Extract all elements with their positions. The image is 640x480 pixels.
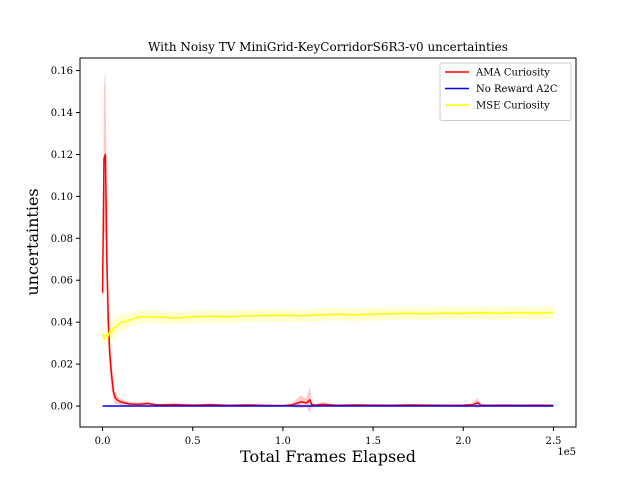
y-axis-ticks: 0.00 0.02 0.04 0.06 0.08 0.10 0.12 0.14 0.16 <box>51 66 80 413</box>
x-tick-label: 1.5 <box>365 436 381 447</box>
x-axis-label: Total Frames Elapsed <box>240 447 416 466</box>
x-tick-label: 2.0 <box>455 436 471 447</box>
y-tick-label: 0.06 <box>51 276 73 287</box>
y-tick-label: 0.02 <box>51 360 73 371</box>
y-tick-label: 0.12 <box>51 150 73 161</box>
y-tick-label: 0.10 <box>51 192 73 203</box>
y-axis-label: uncertainties <box>23 188 42 295</box>
ama-curiosity-line <box>101 153 554 407</box>
chart-title: With Noisy TV MiniGrid-KeyCorridorS6R3-v… <box>148 40 508 54</box>
x-tick-label: 0.0 <box>95 436 111 447</box>
legend-label-no-reward-a2c: No Reward A2C <box>476 84 558 95</box>
x-axis-offset-label: 1e5 <box>557 447 576 458</box>
mse-curiosity-line <box>101 311 554 340</box>
legend-label-mse-curiosity: MSE Curiosity <box>476 101 550 112</box>
legend-box <box>439 62 572 121</box>
ama-curiosity-band <box>102 70 554 413</box>
x-axis-ticks: 0.0 0.5 1.0 1.5 2.0 2.5 <box>95 427 562 447</box>
y-tick-label: 0.00 <box>51 402 73 413</box>
axes-frame <box>79 57 577 428</box>
y-tick-label: 0.16 <box>51 66 73 77</box>
legend: AMA Curiosity No Reward A2C MSE Curiosity <box>439 62 572 121</box>
x-tick-label: 1.0 <box>275 436 291 447</box>
y-tick-label: 0.08 <box>51 234 73 245</box>
legend-label-ama-curiosity: AMA Curiosity <box>475 68 550 79</box>
x-tick-label: 2.5 <box>546 436 562 447</box>
y-tick-label: 0.04 <box>51 318 73 329</box>
uncertainty-bands <box>102 70 554 413</box>
y-tick-label: 0.14 <box>51 108 73 119</box>
x-tick-label: 0.5 <box>185 436 201 447</box>
series-lines <box>101 153 554 407</box>
